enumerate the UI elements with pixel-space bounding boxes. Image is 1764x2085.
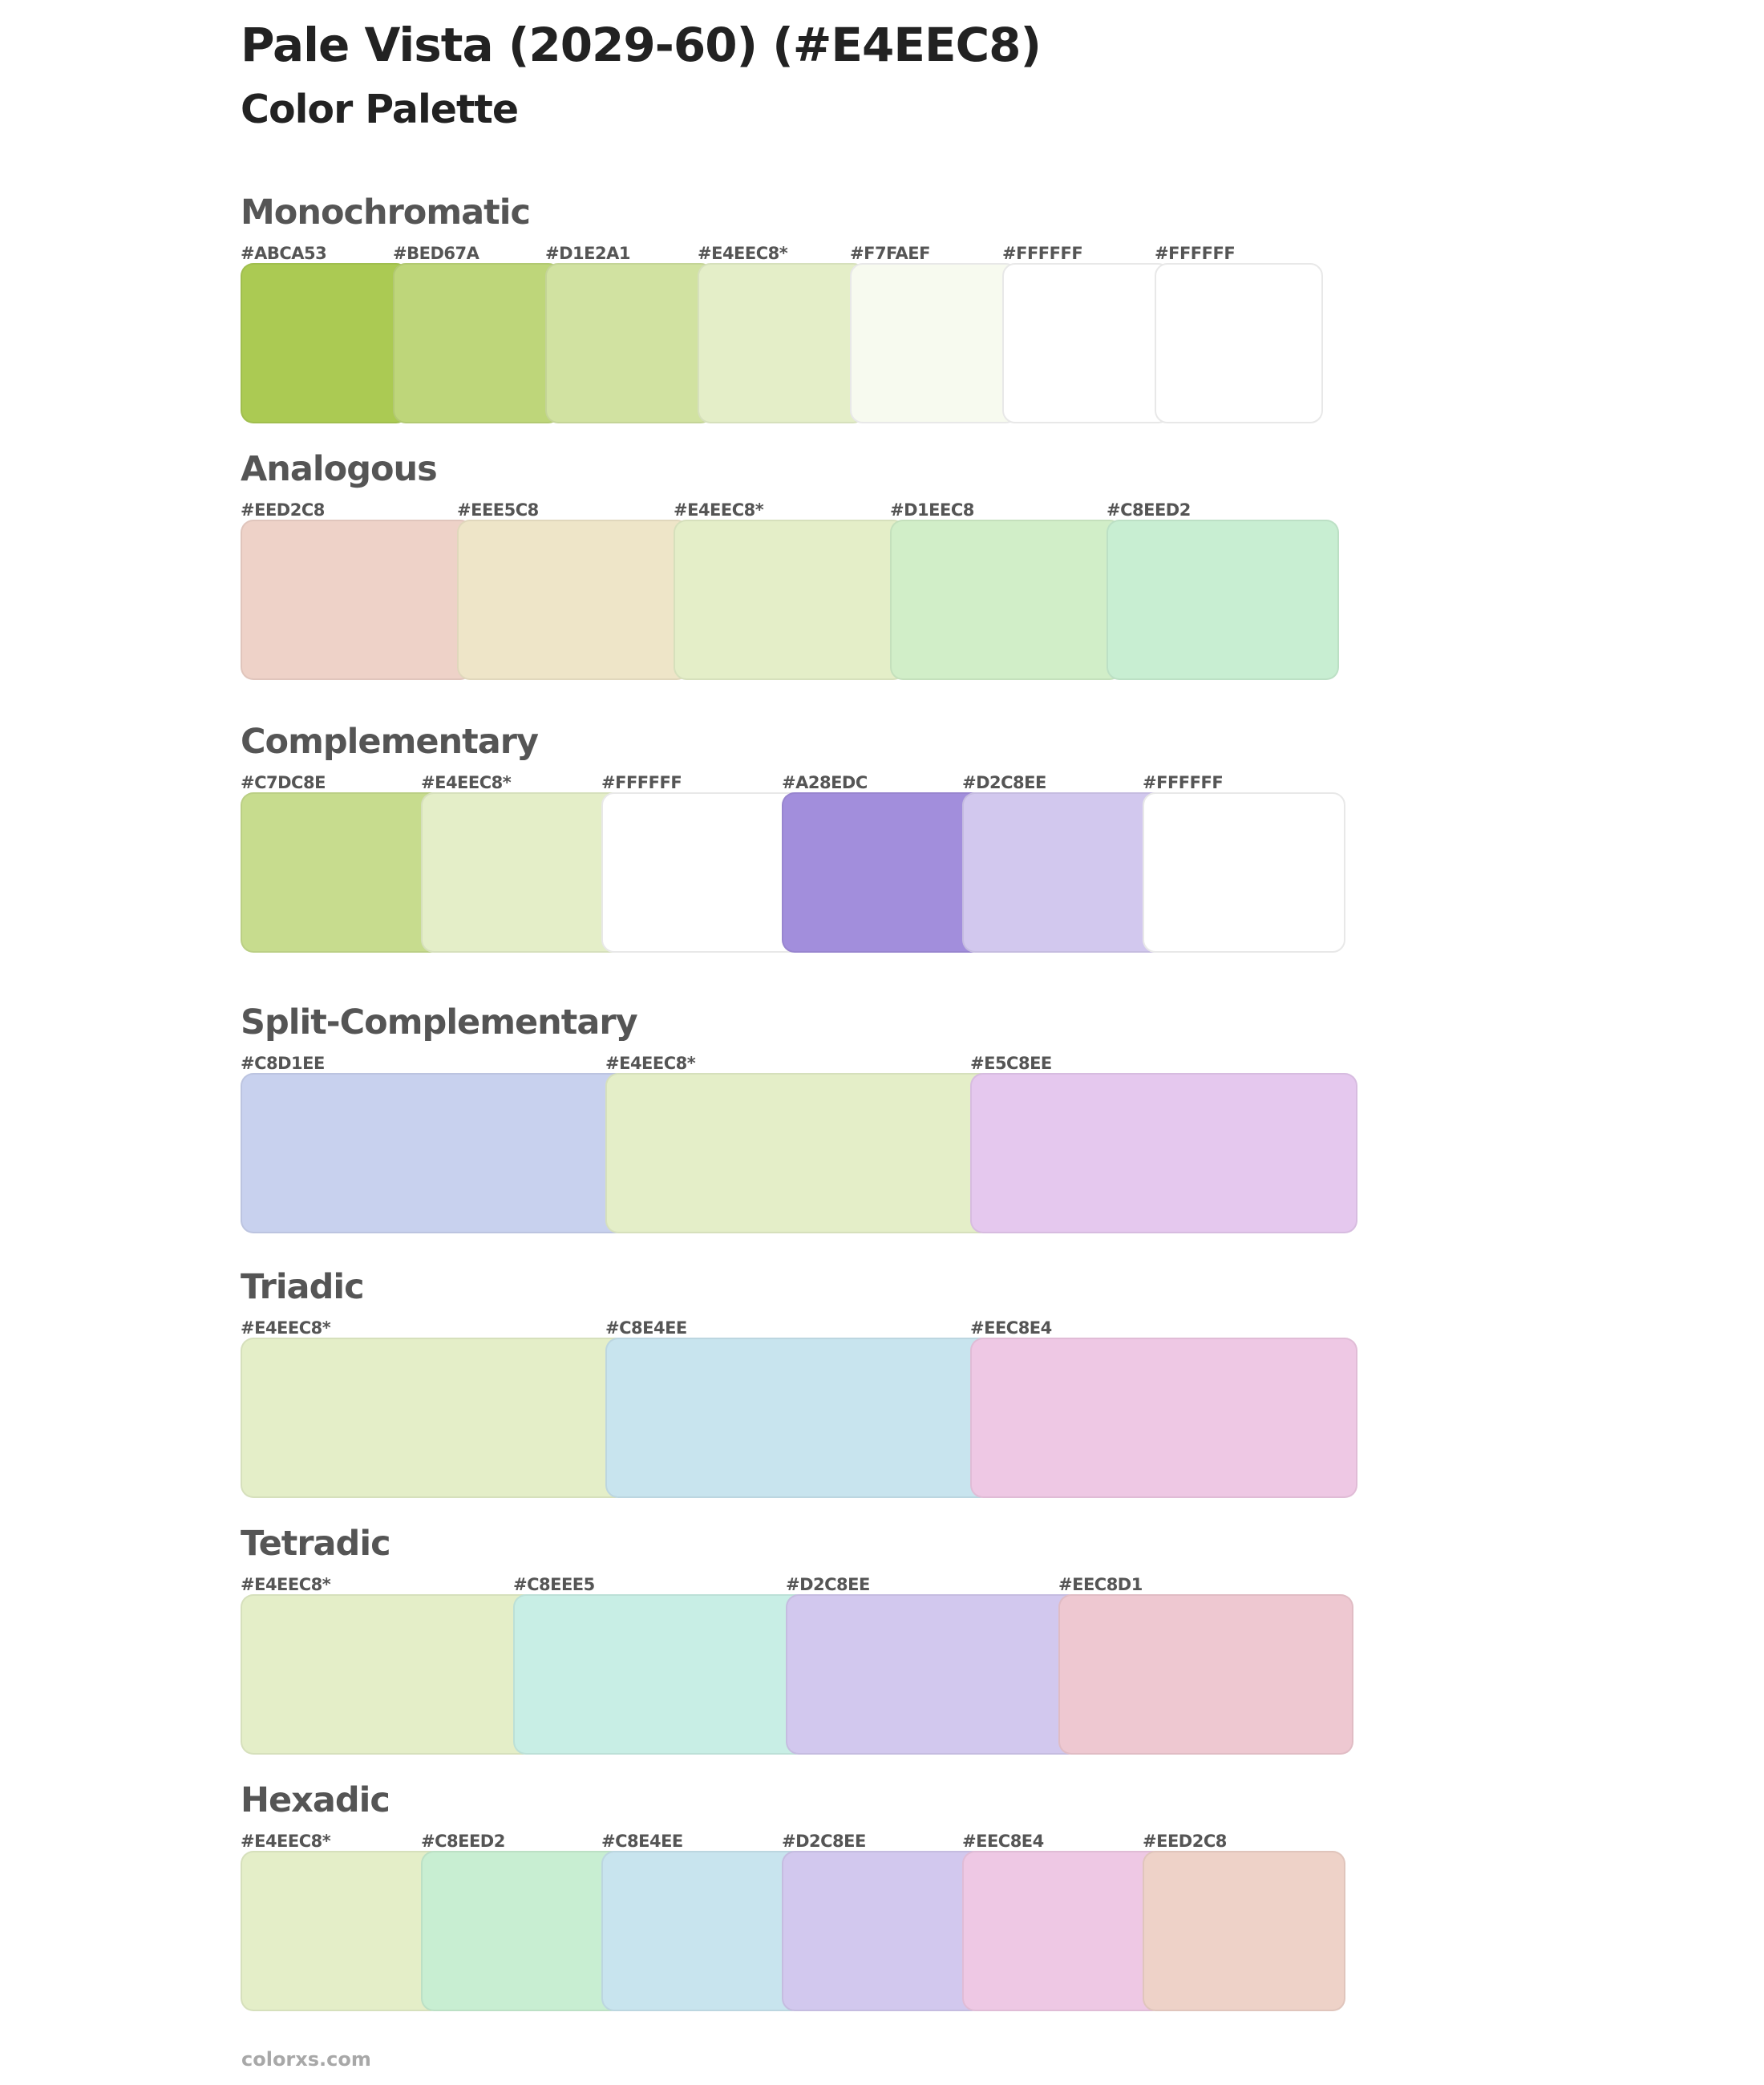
color-swatch[interactable] bbox=[962, 792, 1165, 953]
color-swatch[interactable] bbox=[782, 1851, 985, 2011]
color-swatch[interactable] bbox=[241, 1073, 628, 1233]
swatch-hex-label: #D2C8EE bbox=[786, 1575, 870, 1594]
color-swatch[interactable] bbox=[850, 263, 1018, 423]
swatch-hex-label: #BED67A bbox=[393, 244, 479, 263]
color-swatch[interactable] bbox=[674, 520, 906, 680]
page-subtitle: Color Palette bbox=[241, 87, 519, 132]
color-swatch[interactable] bbox=[241, 1338, 628, 1498]
color-swatch[interactable] bbox=[1143, 792, 1345, 953]
section-title: Split-Complementary bbox=[241, 1002, 638, 1042]
swatch-hex-label: #C8EED2 bbox=[1107, 500, 1191, 520]
color-swatch[interactable] bbox=[1107, 520, 1339, 680]
swatch-hex-label: #D1EEC8 bbox=[890, 500, 974, 520]
color-swatch[interactable] bbox=[962, 1851, 1165, 2011]
color-swatch[interactable] bbox=[421, 792, 624, 953]
swatch-hex-label: #D2C8EE bbox=[962, 773, 1046, 792]
swatch-hex-label: #ABCA53 bbox=[241, 244, 327, 263]
palette-section-monochromatic: Monochromatic #ABCA53 #BED67A #D1E2A1 #E4EEC… bbox=[0, 192, 1764, 433]
swatch-hex-label: #A28EDC bbox=[782, 773, 868, 792]
section-title: Triadic bbox=[241, 1267, 365, 1307]
color-swatch[interactable] bbox=[241, 1851, 443, 2011]
color-swatch[interactable] bbox=[1155, 263, 1323, 423]
color-swatch[interactable] bbox=[601, 1851, 804, 2011]
color-swatch[interactable] bbox=[605, 1073, 993, 1233]
color-swatch[interactable] bbox=[421, 1851, 624, 2011]
color-swatch[interactable] bbox=[513, 1594, 808, 1755]
color-swatch[interactable] bbox=[782, 792, 985, 953]
swatch-hex-label: #EEC8E4 bbox=[962, 1832, 1044, 1851]
swatch-hex-label: #E4EEC8* bbox=[241, 1832, 331, 1851]
color-swatch[interactable] bbox=[970, 1073, 1357, 1233]
section-title: Analogous bbox=[241, 449, 438, 489]
swatch-hex-label: #C8E4EE bbox=[605, 1318, 687, 1338]
swatch-hex-label: #E4EEC8* bbox=[698, 244, 788, 263]
color-swatch[interactable] bbox=[1058, 1594, 1353, 1755]
color-swatch[interactable] bbox=[786, 1594, 1081, 1755]
swatch-hex-label: #EEC8E4 bbox=[970, 1318, 1052, 1338]
swatch-hex-label: #FFFFFF bbox=[1143, 773, 1224, 792]
section-title: Tetradic bbox=[241, 1524, 391, 1564]
palette-section-analogous: Analogous #EED2C8 #EEE5C8 #E4EEC8* #D1EEC8 #C… bbox=[0, 449, 1764, 690]
swatch-hex-label: #E5C8EE bbox=[970, 1054, 1052, 1073]
swatch-hex-label: #C8EEE5 bbox=[513, 1575, 595, 1594]
palette-section-hexadic: Hexadic #E4EEC8* #C8EED2 #C8E4EE #D2C8EE #EEC… bbox=[0, 1780, 1764, 2021]
swatch-hex-label: #EED2C8 bbox=[1143, 1832, 1227, 1851]
color-swatch[interactable] bbox=[393, 263, 561, 423]
color-swatch[interactable] bbox=[698, 263, 866, 423]
palette-section-triadic: Triadic #E4EEC8* #C8E4EE #EEC8E4 bbox=[0, 1267, 1764, 1508]
color-swatch[interactable] bbox=[605, 1338, 993, 1498]
swatch-hex-label: #E4EEC8* bbox=[421, 773, 512, 792]
color-swatch[interactable] bbox=[545, 263, 714, 423]
palette-section-complementary: Complementary #C7DC8E #E4EEC8* #FFFFFF #A28E… bbox=[0, 722, 1764, 962]
color-swatch[interactable] bbox=[1002, 263, 1171, 423]
color-swatch[interactable] bbox=[1143, 1851, 1345, 2011]
swatch-hex-label: #E4EEC8* bbox=[674, 500, 764, 520]
swatch-hex-label: #E4EEC8* bbox=[241, 1575, 331, 1594]
swatch-hex-label: #EEE5C8 bbox=[457, 500, 539, 520]
footer-site-name[interactable]: colorxs.com bbox=[241, 2048, 371, 2071]
color-swatch[interactable] bbox=[970, 1338, 1357, 1498]
section-title: Monochromatic bbox=[241, 192, 531, 233]
palette-section-split-complementary: Split-Complementary #C8D1EE #E4EEC8* #E5C8E… bbox=[0, 1002, 1764, 1243]
page-title: Pale Vista (2029-60) (#E4EEC8) bbox=[241, 18, 1042, 72]
color-swatch[interactable] bbox=[241, 1594, 536, 1755]
swatch-hex-label: #FFFFFF bbox=[1155, 244, 1236, 263]
section-title: Hexadic bbox=[241, 1780, 390, 1820]
color-swatch[interactable] bbox=[601, 792, 804, 953]
color-swatch[interactable] bbox=[890, 520, 1123, 680]
swatch-hex-label: #C8D1EE bbox=[241, 1054, 325, 1073]
palette-section-tetradic: Tetradic #E4EEC8* #C8EEE5 #D2C8EE #EEC8D1 bbox=[0, 1524, 1764, 1764]
swatch-hex-label: #FFFFFF bbox=[601, 773, 682, 792]
swatch-hex-label: #C8EED2 bbox=[421, 1832, 505, 1851]
swatch-hex-label: #EED2C8 bbox=[241, 500, 325, 520]
swatch-hex-label: #E4EEC8* bbox=[241, 1318, 331, 1338]
swatch-hex-label: #E4EEC8* bbox=[605, 1054, 696, 1073]
section-title: Complementary bbox=[241, 722, 539, 762]
swatch-hex-label: #C8E4EE bbox=[601, 1832, 683, 1851]
color-swatch[interactable] bbox=[457, 520, 690, 680]
color-swatch[interactable] bbox=[241, 263, 409, 423]
swatch-hex-label: #D1E2A1 bbox=[545, 244, 630, 263]
swatch-hex-label: #D2C8EE bbox=[782, 1832, 866, 1851]
swatch-hex-label: #EEC8D1 bbox=[1058, 1575, 1143, 1594]
swatch-hex-label: #C7DC8E bbox=[241, 773, 326, 792]
swatch-hex-label: #FFFFFF bbox=[1002, 244, 1083, 263]
color-swatch[interactable] bbox=[241, 520, 473, 680]
swatch-hex-label: #F7FAEF bbox=[850, 244, 930, 263]
color-swatch[interactable] bbox=[241, 792, 443, 953]
